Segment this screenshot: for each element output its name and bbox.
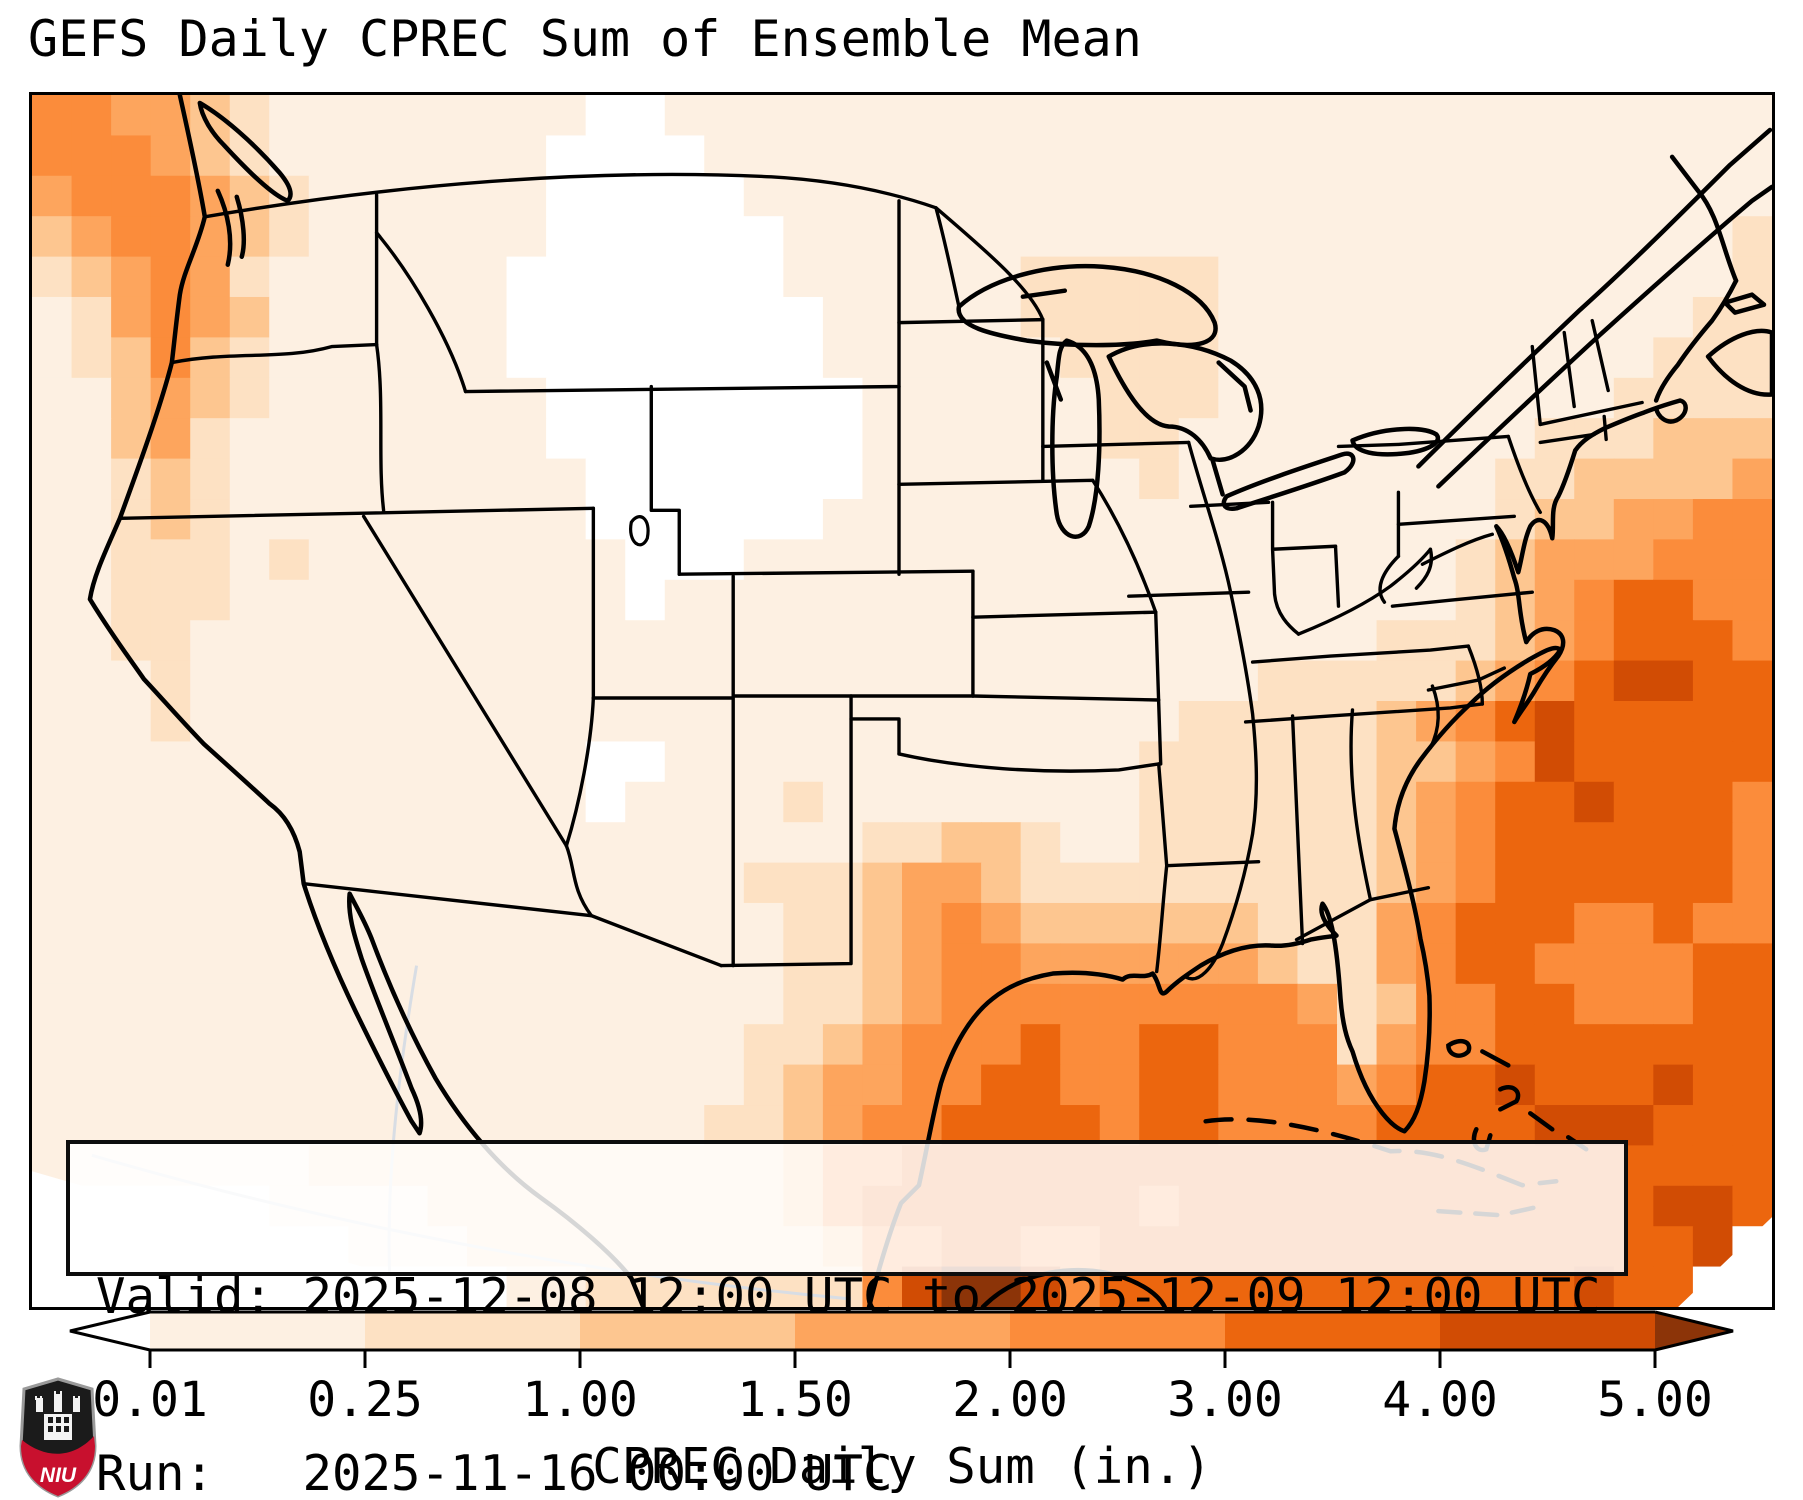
- precip-grid: [32, 95, 1772, 1307]
- us-precip-map: [32, 95, 1772, 1307]
- great-lakes: [956, 263, 1441, 539]
- colorbar-tick-label: 2.00: [952, 1372, 1068, 1428]
- colorbar-over-arrow: [1655, 1312, 1733, 1350]
- niu-logo: NIU: [19, 1377, 97, 1498]
- valid-run-info-box: Valid: 2025-12-08 12:00 UTC to 2025-12-0…: [66, 1140, 1628, 1500]
- page-title: GEFS Daily CPREC Sum of Ensemble Mean: [28, 10, 1142, 68]
- colorbar-segment: [795, 1312, 1011, 1350]
- colorbar-tick-label: 0.25: [307, 1372, 423, 1428]
- colorbar-segment: [365, 1312, 581, 1350]
- colorbar-tick-label: 1.50: [737, 1372, 853, 1428]
- castle-icon: [35, 1391, 80, 1440]
- colorbar-segment: [1010, 1312, 1226, 1350]
- colorbar-tick-label: 5.00: [1597, 1372, 1713, 1428]
- colorbar-outline: [69, 1310, 1734, 1352]
- run-line: Run: 2025-11-16 00:00 UTC: [96, 1445, 893, 1500]
- colorbar-tick-label: 3.00: [1167, 1372, 1283, 1428]
- niu-wordmark: NIU: [40, 1464, 77, 1487]
- colorbar-segment: [580, 1312, 796, 1350]
- colorbar-tick-label: 0.01: [92, 1372, 208, 1428]
- colorbar-tick-label: 4.00: [1382, 1372, 1498, 1428]
- map-frame: [29, 92, 1775, 1310]
- niu-shield-red: [21, 1436, 95, 1496]
- colorbar: [69, 1310, 1734, 1368]
- colorbar-segment: [150, 1312, 366, 1350]
- coastlines: [87, 95, 1772, 1307]
- colorbar-under-arrow: [70, 1312, 150, 1350]
- small-lakes: [629, 515, 650, 547]
- colorbar-axis-label: CPREC Daily Sum (in.): [592, 1438, 1212, 1495]
- state-borders: [118, 172, 1644, 981]
- colorbar-segment: [1225, 1312, 1441, 1350]
- colorbar-segment: [1440, 1312, 1656, 1350]
- colorbar-tick-label: 1.00: [522, 1372, 638, 1428]
